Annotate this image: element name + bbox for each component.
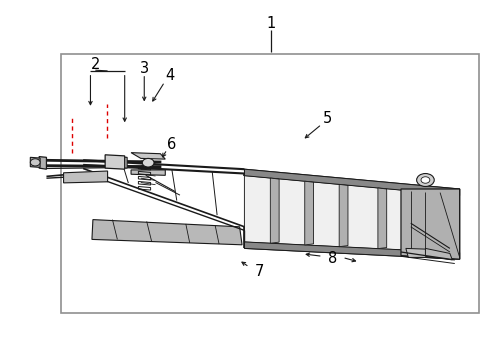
Polygon shape [63, 171, 107, 183]
Polygon shape [405, 248, 429, 257]
Text: 7: 7 [254, 264, 264, 279]
Text: 2: 2 [90, 57, 100, 72]
Polygon shape [131, 170, 165, 175]
Polygon shape [92, 220, 242, 245]
Text: 4: 4 [165, 68, 174, 83]
Circle shape [416, 174, 433, 186]
Bar [61, 54, 478, 313]
Polygon shape [244, 176, 459, 253]
Polygon shape [131, 153, 165, 159]
Text: 1: 1 [266, 16, 275, 31]
Polygon shape [244, 242, 459, 259]
Text: 3: 3 [140, 61, 148, 76]
Circle shape [420, 177, 429, 183]
Circle shape [30, 159, 40, 166]
Polygon shape [105, 155, 124, 169]
Polygon shape [425, 248, 451, 260]
Polygon shape [39, 157, 46, 169]
Polygon shape [30, 157, 40, 167]
Text: 6: 6 [166, 137, 175, 152]
Polygon shape [270, 178, 279, 243]
Polygon shape [339, 184, 347, 247]
Text: 5: 5 [323, 111, 331, 126]
Polygon shape [244, 169, 459, 195]
Polygon shape [244, 169, 459, 259]
Polygon shape [377, 188, 386, 249]
Polygon shape [411, 191, 420, 250]
Polygon shape [107, 157, 127, 168]
Polygon shape [304, 181, 313, 245]
Circle shape [142, 158, 154, 167]
Text: 8: 8 [327, 251, 336, 266]
Polygon shape [400, 189, 459, 259]
